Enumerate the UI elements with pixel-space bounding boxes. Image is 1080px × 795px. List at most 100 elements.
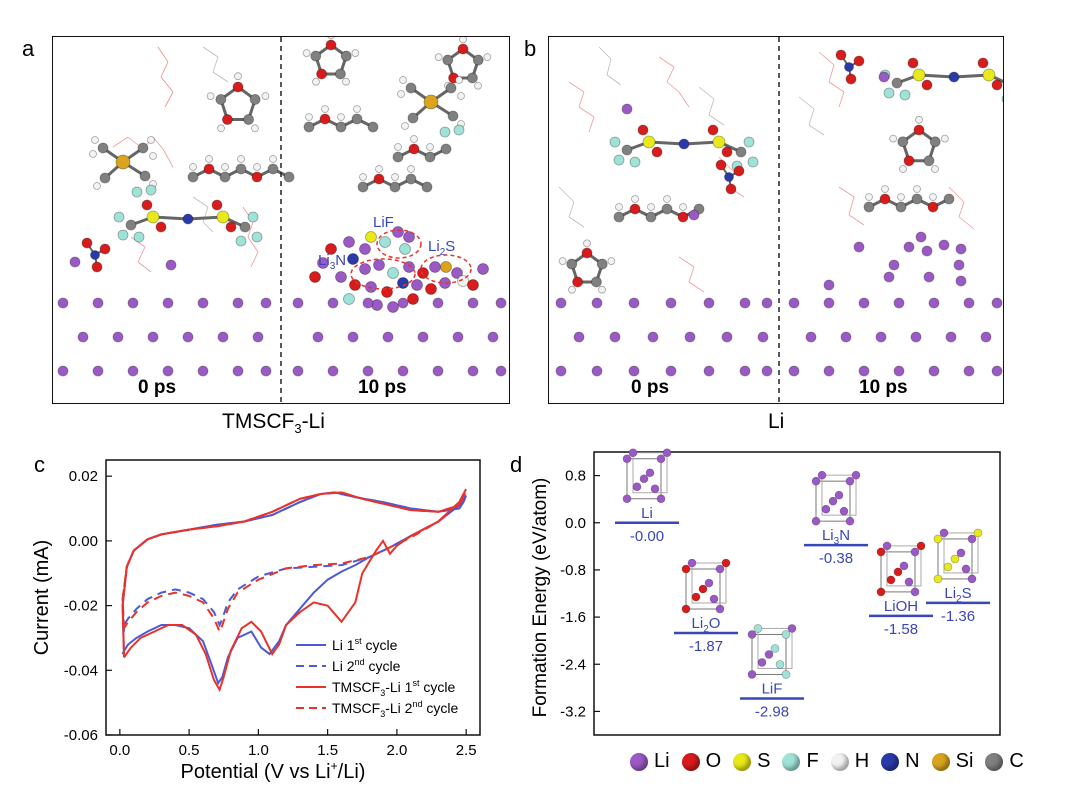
li-lattice-atom bbox=[495, 297, 507, 309]
sei-atom bbox=[407, 293, 419, 305]
ring-atom bbox=[591, 276, 602, 288]
li-lattice-atom bbox=[893, 365, 905, 377]
f-atom bbox=[439, 126, 451, 138]
panel-b-molecules bbox=[555, 46, 1003, 377]
crystal-atom bbox=[956, 548, 966, 558]
crystal-structure-icon bbox=[811, 470, 861, 526]
ring-atom bbox=[457, 43, 469, 55]
crystal-atom bbox=[817, 470, 827, 480]
crystal-atom bbox=[910, 547, 920, 557]
chain-atom bbox=[251, 171, 263, 183]
h-atom bbox=[889, 134, 898, 143]
f-atom bbox=[613, 154, 625, 166]
o-atom bbox=[991, 79, 1003, 91]
wireframe-bond bbox=[708, 98, 715, 116]
c-atom bbox=[447, 110, 459, 122]
ring-atom bbox=[243, 114, 254, 125]
sei-atom bbox=[347, 253, 359, 265]
li-lattice-atom bbox=[252, 331, 264, 343]
h-atom bbox=[931, 165, 939, 173]
wireframe-bond bbox=[828, 64, 835, 83]
f-atom bbox=[1001, 95, 1003, 103]
sei-atom bbox=[371, 299, 383, 311]
chain-atom bbox=[879, 193, 891, 205]
sei-atom bbox=[440, 261, 452, 273]
wireframe-bond bbox=[606, 58, 612, 76]
f-atom bbox=[145, 184, 157, 196]
chain-atom bbox=[203, 163, 215, 175]
wireframe-bond bbox=[162, 148, 174, 168]
li-lattice-atom bbox=[127, 297, 139, 309]
li-lattice-atom bbox=[182, 331, 194, 343]
ring-atom bbox=[340, 50, 352, 62]
li-lattice-atom bbox=[432, 297, 444, 309]
wireframe-bond bbox=[948, 186, 965, 203]
wireframe-bond bbox=[688, 281, 705, 293]
crystal-atom bbox=[704, 578, 714, 588]
h-atom bbox=[359, 173, 367, 181]
h-atom bbox=[337, 113, 345, 121]
cv-chart: 0.0 0.5 1.0 1.5 2.0 2.5 0.02 0.00 -0.02 -0.04 -0.0… bbox=[31, 459, 481, 783]
wireframe-bond bbox=[838, 91, 845, 108]
crystal-atom bbox=[656, 494, 666, 504]
li-atom bbox=[621, 103, 633, 115]
y-tick-label: 0.0 bbox=[565, 515, 586, 532]
y-axis-label: Formation Energy (eV/atom) bbox=[530, 478, 551, 718]
crystal-atom bbox=[645, 468, 655, 478]
crystal-atom bbox=[961, 564, 971, 574]
li2s-ellipse bbox=[420, 254, 472, 284]
li-lattice-atom bbox=[467, 365, 479, 377]
wireframe-bond bbox=[112, 136, 129, 148]
y-tick-label: 0.8 bbox=[565, 468, 586, 485]
wireframe-bond bbox=[606, 74, 622, 86]
chain-atom bbox=[677, 211, 689, 223]
h-atom bbox=[89, 150, 97, 158]
ring-atom bbox=[572, 276, 583, 288]
chain-atom bbox=[187, 171, 199, 183]
chain-atom bbox=[303, 121, 315, 133]
wireframe-bond bbox=[698, 86, 715, 100]
sei-atom bbox=[349, 279, 361, 291]
crystal-atom bbox=[775, 660, 785, 669]
wireframe-bond bbox=[678, 256, 695, 268]
crystal-atom bbox=[698, 584, 708, 594]
chain-atom bbox=[629, 203, 641, 215]
crystal-atom bbox=[622, 454, 632, 464]
chain-atom bbox=[927, 201, 939, 213]
n-atom bbox=[90, 250, 100, 260]
chain-atom bbox=[235, 163, 247, 175]
crystal-atom bbox=[747, 630, 757, 639]
li-lattice-atom bbox=[260, 297, 272, 309]
legend-c-swatch-icon bbox=[985, 752, 1004, 771]
compound-label: LiOH bbox=[884, 598, 918, 615]
h-atom bbox=[399, 76, 407, 84]
sei-atom bbox=[387, 267, 399, 279]
ring-atom bbox=[249, 94, 261, 105]
x-tick-label: 1.0 bbox=[248, 742, 269, 759]
li-lattice-atom bbox=[57, 365, 69, 377]
h-atom bbox=[217, 124, 225, 133]
h-atom bbox=[205, 155, 213, 163]
h-atom bbox=[312, 77, 320, 86]
li-lattice-atom bbox=[684, 331, 696, 343]
h-atom bbox=[91, 136, 99, 144]
li-lattice-atom bbox=[417, 331, 429, 343]
li-lattice-atom bbox=[858, 365, 870, 377]
crystal-structure-icon bbox=[622, 448, 672, 504]
chain-atom bbox=[440, 143, 452, 155]
c-atom bbox=[97, 142, 109, 154]
sei-atom bbox=[403, 261, 415, 273]
x-tick-label: 0.5 bbox=[179, 742, 200, 759]
li-lattice-atom bbox=[945, 331, 957, 343]
li-lattice-atom bbox=[980, 331, 992, 343]
li-atom bbox=[953, 259, 965, 271]
li-lattice-atom bbox=[347, 331, 359, 343]
wireframe-bond bbox=[157, 46, 169, 63]
f-atom bbox=[133, 231, 145, 243]
li-lattice-atom bbox=[232, 297, 244, 309]
sei-atom bbox=[373, 259, 385, 271]
crystal-structure-icon bbox=[933, 528, 983, 584]
li-lattice-atom bbox=[963, 365, 975, 377]
s-atom bbox=[642, 135, 656, 149]
wireframe-bond bbox=[958, 201, 965, 218]
